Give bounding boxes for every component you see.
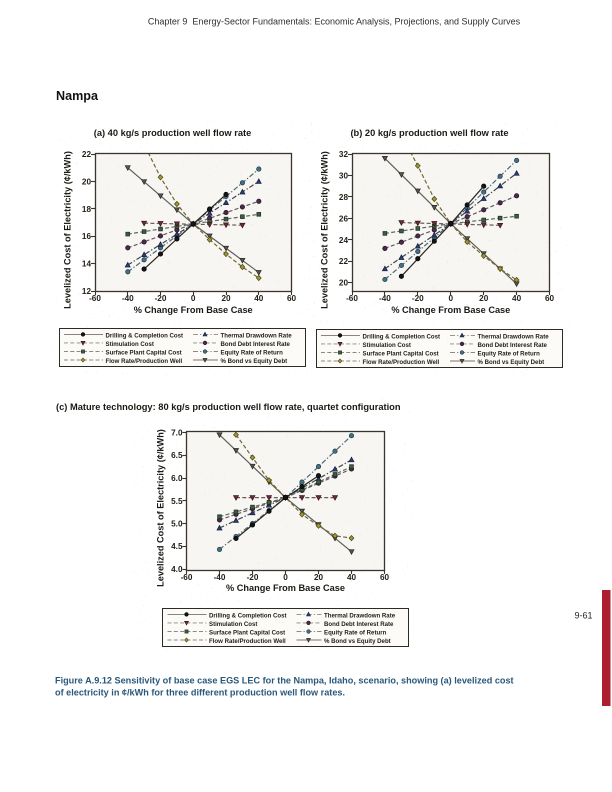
svg-text:Chapter 9 Energy-Sector Funda: Chapter 9 Energy-Sector Fundamentals: Ec…	[148, 17, 521, 27]
svg-text:of electricity in ¢/kWh for th: of electricity in ¢/kWh for three differ…	[55, 688, 345, 698]
svg-text:9-61: 9-61	[575, 611, 593, 621]
svg-text:Figure A.9.12 Sensitivity of b: Figure A.9.12 Sensitivity of base case E…	[55, 676, 514, 686]
svg-text:Nampa: Nampa	[56, 89, 99, 103]
